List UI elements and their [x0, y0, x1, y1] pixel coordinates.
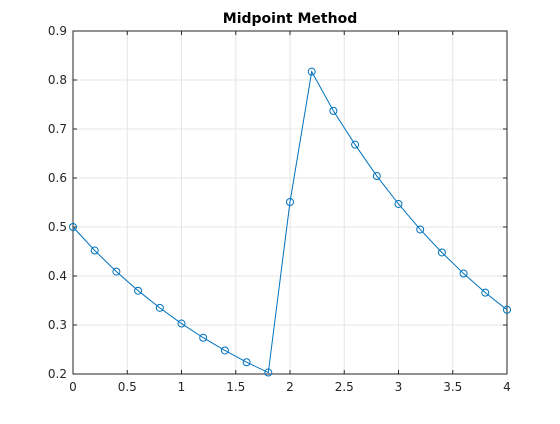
data-point [112, 267, 121, 276]
data-point [264, 368, 273, 377]
x-tick-label: 3.5 [443, 380, 462, 394]
data-point [307, 67, 316, 76]
y-tick-label: 0.9 [48, 24, 67, 38]
data-point [177, 319, 186, 328]
data-point [220, 346, 229, 355]
y-tick-label: 0.6 [48, 171, 67, 185]
data-point [437, 248, 446, 257]
data-point [416, 225, 425, 234]
data-point [372, 172, 381, 181]
data-point [329, 106, 338, 115]
data-point [286, 198, 294, 207]
x-tick-label: 1 [178, 380, 186, 394]
series [69, 67, 511, 377]
y-tick-label: 0.7 [48, 122, 67, 136]
data-point [69, 223, 77, 231]
data-point [394, 199, 403, 208]
data-point [199, 333, 208, 342]
y-tick-label: 0.5 [48, 220, 67, 234]
series-line-0 [72, 70, 508, 374]
data-point [155, 303, 164, 312]
y-tick-label: 0.3 [48, 318, 67, 332]
y-tick-label: 0.4 [48, 269, 67, 283]
x-tick-label: 2 [286, 380, 294, 394]
data-point [134, 286, 143, 295]
x-tick-label: 0 [69, 380, 77, 394]
x-tick-label: 4 [503, 380, 511, 394]
data-point [503, 305, 511, 314]
x-tick-label: 2.5 [335, 380, 354, 394]
y-tick-label: 0.2 [48, 367, 67, 381]
x-tick-label: 3 [395, 380, 403, 394]
data-point [481, 288, 490, 297]
chart-title: Midpoint Method [223, 11, 357, 27]
axes [72, 30, 508, 375]
data-point [459, 269, 468, 278]
x-tick-label: 1.5 [226, 380, 245, 394]
x-tick-label: 0.5 [118, 380, 137, 394]
data-point [242, 358, 251, 367]
data-point [351, 140, 360, 149]
y-tick-label: 0.8 [48, 73, 67, 87]
tick-labels: 0 0.5 1 1.5 2 2.5 3 3.5 4 0.2 0.3 0.4 0.5 0.6 0.7 0.8 0.… [48, 24, 511, 394]
data-point [90, 246, 99, 255]
